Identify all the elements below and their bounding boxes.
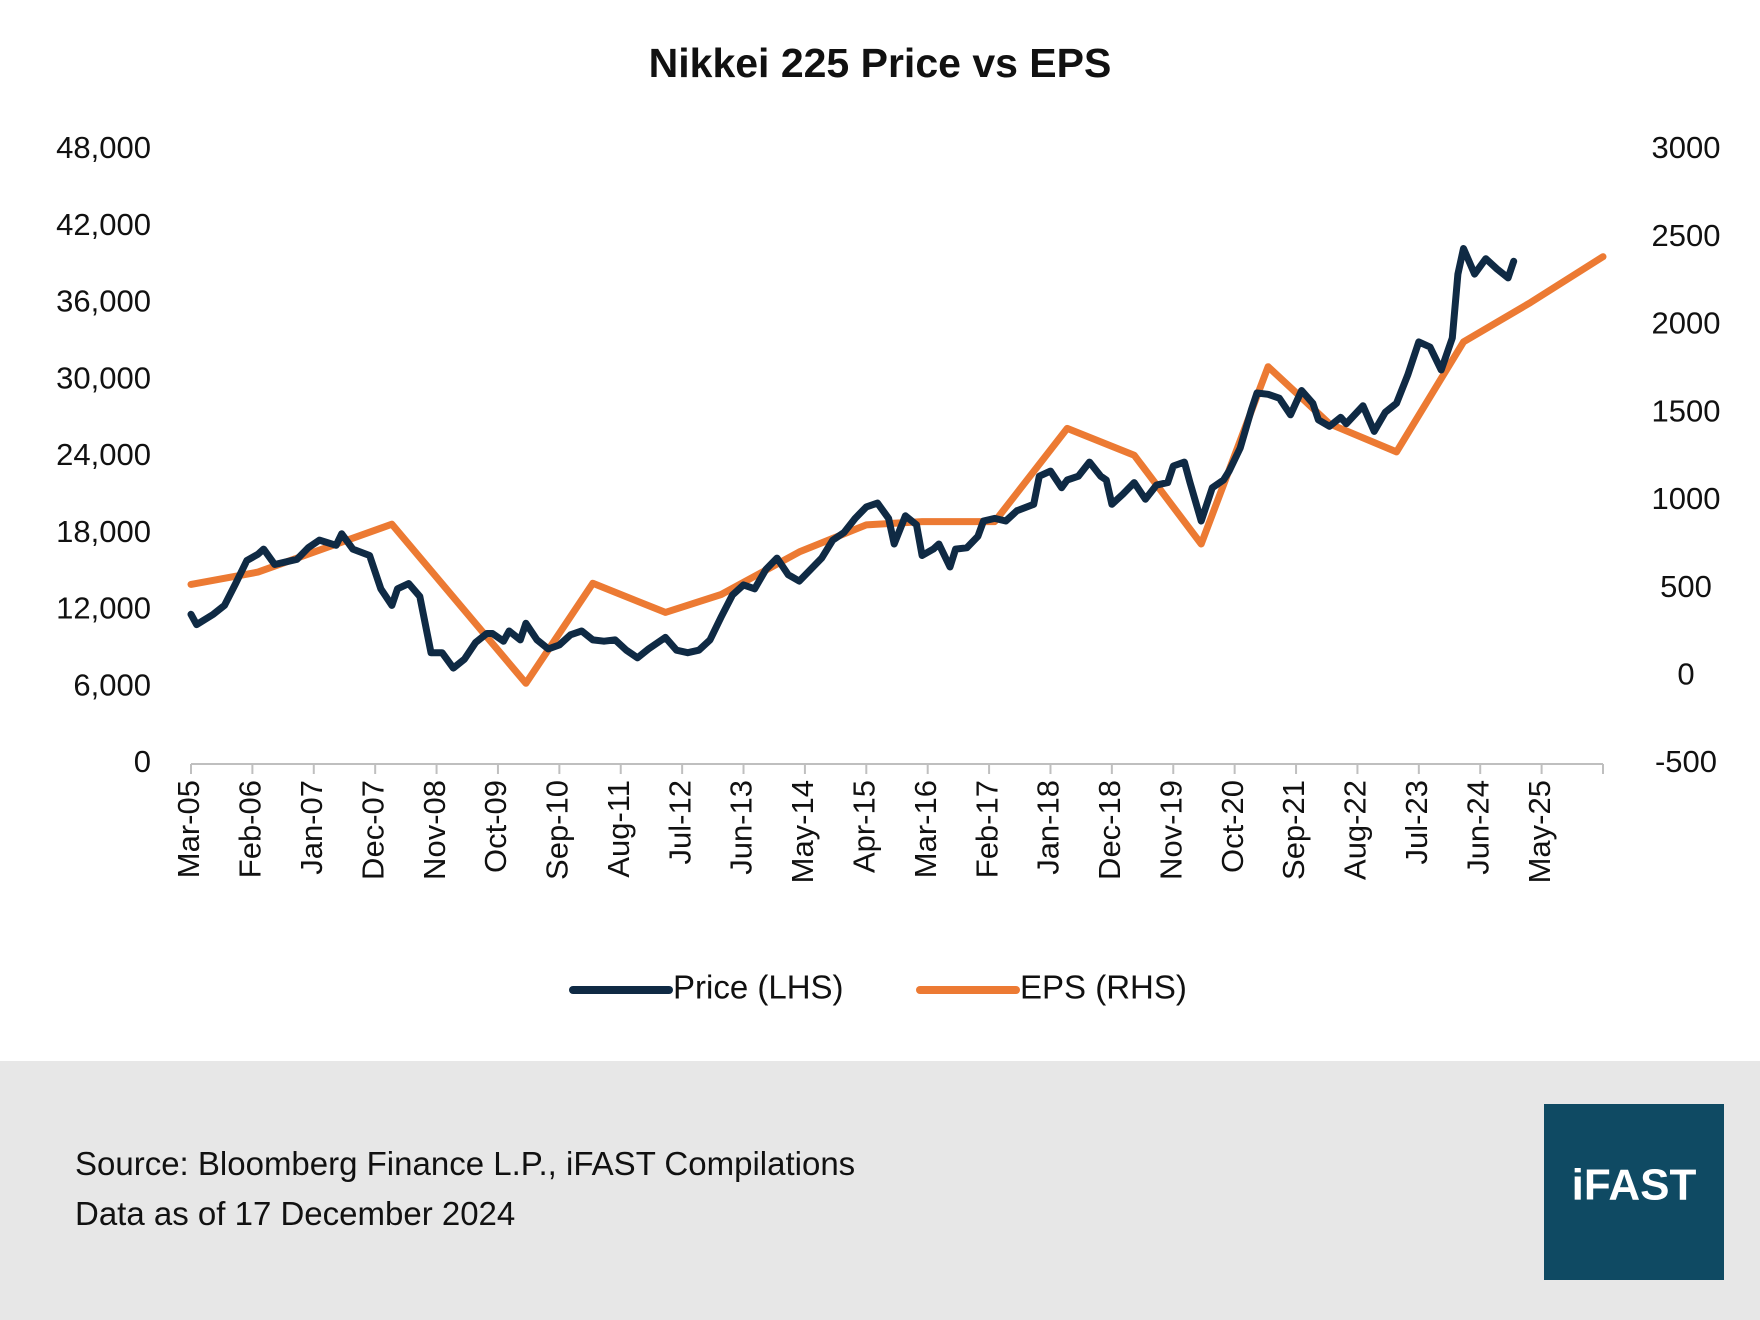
x-tick-label: Oct-09	[478, 780, 513, 873]
x-tick-label: Sep-21	[1276, 780, 1311, 880]
x-tick-label: Aug-11	[601, 780, 636, 878]
y-tick-label: 48,000	[56, 130, 151, 165]
x-tick-label: Oct-20	[1215, 780, 1250, 873]
y-tick-label: 30,000	[56, 360, 151, 395]
logo-text: iFAST	[1572, 1161, 1697, 1210]
x-tick-label: Apr-15	[846, 780, 881, 873]
y2-tick-label: 1500	[1652, 393, 1721, 428]
y-tick-label: 0	[134, 744, 151, 779]
y2-tick-label: 2000	[1652, 306, 1721, 341]
x-tick-label: Feb-17	[969, 780, 1004, 878]
y-tick-label: 36,000	[56, 284, 151, 319]
x-tick-label: Jul-23	[1399, 780, 1434, 864]
y2-tick-label: 3000	[1652, 130, 1721, 165]
y2-tick-label: 500	[1660, 569, 1712, 604]
x-tick-label: Nov-08	[417, 780, 452, 880]
y-tick-label: 18,000	[56, 514, 151, 549]
x-tick-label: Nov-19	[1153, 780, 1188, 880]
y-tick-label: 12,000	[56, 591, 151, 626]
legend-label: Price (LHS)	[673, 969, 844, 1006]
x-tick-label: Jan-18	[1031, 780, 1066, 875]
x-tick-label: Mar-05	[171, 780, 206, 878]
series-line	[187, 253, 1607, 687]
y-tick-label: 42,000	[56, 207, 151, 242]
data-date-note: Data as of 17 December 2024	[75, 1195, 515, 1232]
x-tick-label: Feb-06	[233, 780, 268, 878]
x-tick-label: Aug-22	[1338, 780, 1373, 880]
logo-box	[1544, 1104, 1724, 1280]
x-tick-label: Jun-24	[1460, 780, 1495, 875]
x-tick-label: Dec-07	[355, 780, 390, 880]
x-tick-label: Sep-10	[540, 780, 575, 880]
series-line	[187, 245, 1518, 672]
source-note: Source: Bloomberg Finance L.P., iFAST Co…	[75, 1145, 855, 1182]
y-tick-label: 6,000	[73, 667, 151, 702]
legend-label: EPS (RHS)	[1020, 969, 1187, 1006]
x-tick-label: Jun-13	[724, 780, 759, 875]
footer-band	[0, 1061, 1760, 1320]
x-tick-label: Jul-12	[662, 780, 697, 864]
chart-background	[0, 0, 1760, 1061]
x-tick-label: Jan-07	[294, 780, 329, 875]
y-tick-label: 24,000	[56, 437, 151, 472]
y2-tick-label: 2500	[1652, 218, 1721, 253]
x-tick-label: May-25	[1522, 780, 1557, 883]
x-tick-label: Mar-16	[908, 780, 943, 878]
y2-tick-label: 0	[1677, 656, 1694, 691]
chart-title: Nikkei 225 Price vs EPS	[649, 40, 1112, 86]
y2-tick-label: -500	[1655, 744, 1717, 779]
y2-tick-label: 1000	[1652, 481, 1721, 516]
x-tick-label: Dec-18	[1092, 780, 1127, 880]
x-tick-label: May-14	[785, 780, 820, 883]
